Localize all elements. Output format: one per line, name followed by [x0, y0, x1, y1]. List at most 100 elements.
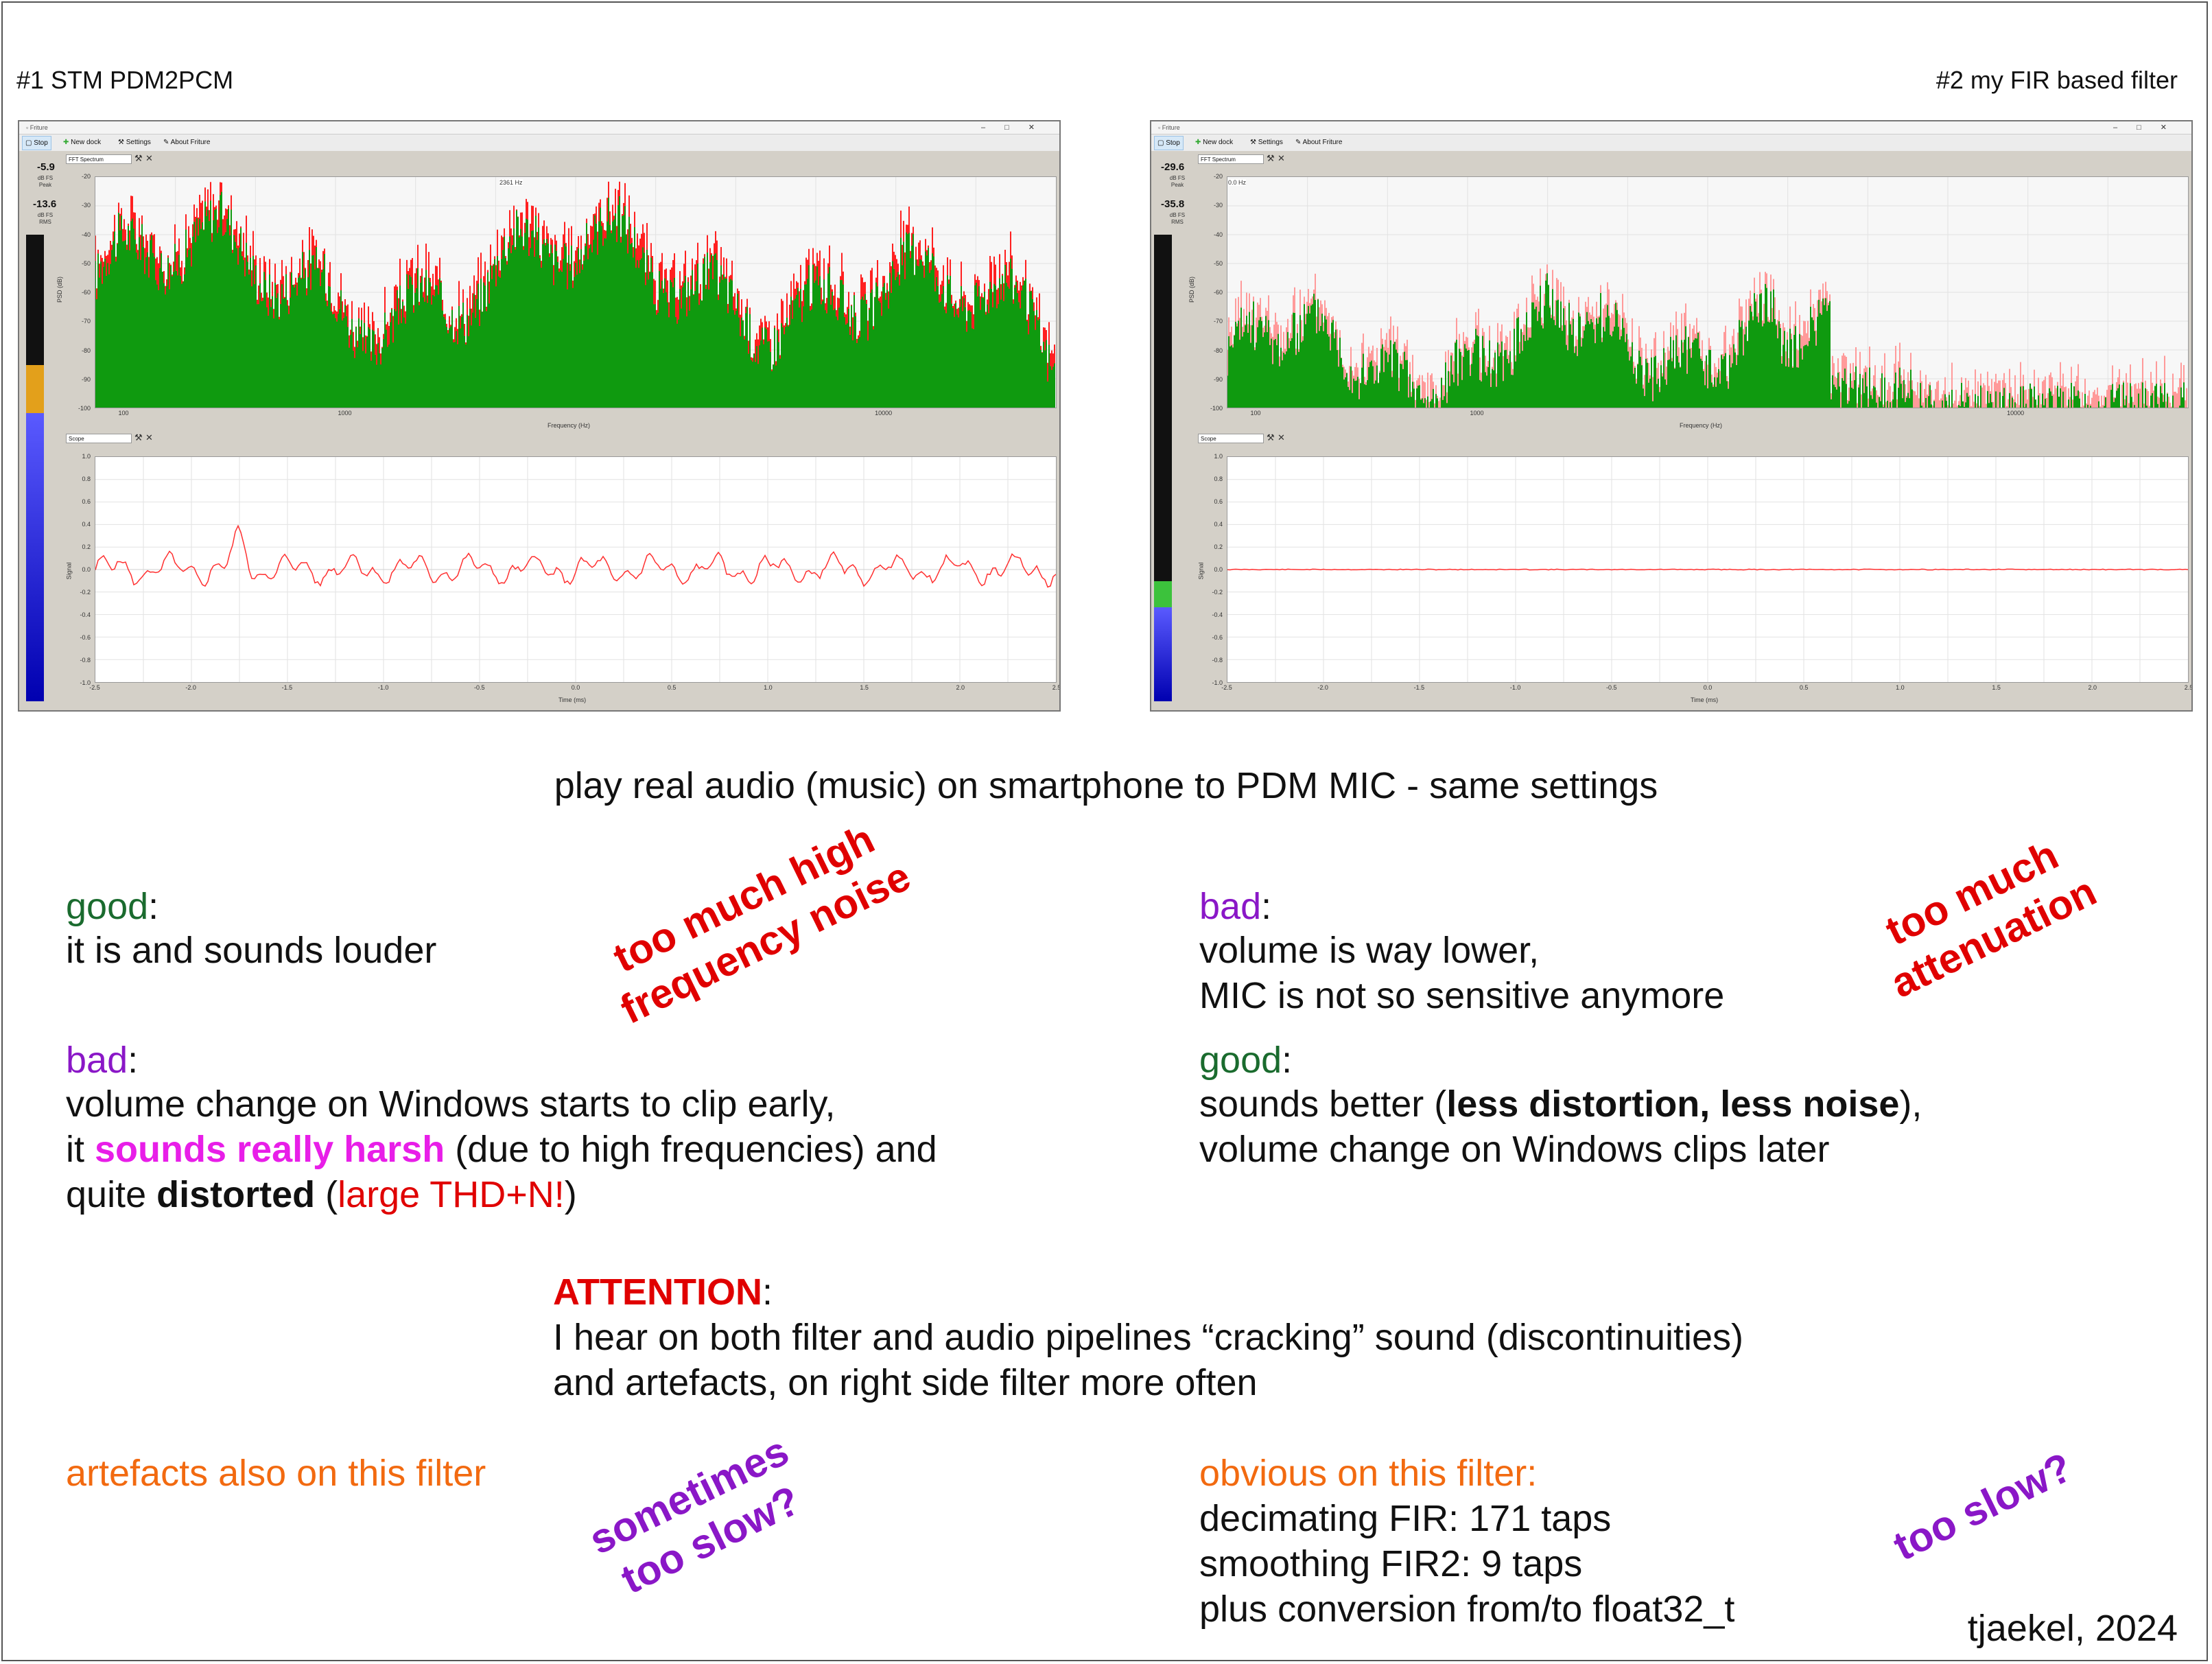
window-titlebar[interactable]: ▫ Friture –□✕ — [19, 121, 1059, 134]
tick-label: -0.4 — [1212, 611, 1223, 618]
spectrum-settings-icon[interactable]: ⚒ — [134, 153, 143, 163]
about-button[interactable]: ✎ About Friture — [163, 139, 211, 146]
spectrum-xaxis: 100 1000 10000 — [1227, 410, 2189, 419]
rms-value: -13.6 — [33, 198, 57, 210]
spectrum-xaxis: 100 1000 10000 — [95, 410, 1057, 419]
right-obvious-line2: smoothing FIR2: 9 taps — [1199, 1543, 1583, 1584]
tick-label: 0.0 — [82, 566, 91, 573]
tick-label: -0.5 — [1606, 684, 1617, 691]
tick-label: -0.6 — [80, 634, 91, 641]
spectrum-settings-icon[interactable]: ⚒ — [1267, 153, 1275, 163]
spectrum-widget-select[interactable]: FFT Spectrum — [66, 154, 132, 164]
stop-button[interactable]: ▢ Stop — [22, 136, 51, 150]
peak-value: -5.9 — [37, 161, 55, 173]
spectrum-widget-select[interactable]: FFT Spectrum — [1198, 154, 1264, 164]
spectrum-close-icon[interactable]: ✕ — [1278, 153, 1285, 163]
tick-label: -0.8 — [1212, 657, 1223, 664]
right-bad-line1: volume is way lower, — [1199, 930, 1540, 971]
left-bad-line1: volume change on Windows starts to clip … — [66, 1083, 836, 1125]
tick-label: -0.2 — [1212, 589, 1223, 596]
scope-yaxis: 1.0 0.8 0.6 0.4 0.2 0.0 -0.2 -0.4 -0.6 -0.8 -1.0 — [60, 453, 93, 686]
left-artefacts: artefacts also on this filter — [66, 1453, 486, 1494]
spectrum-fill — [95, 191, 1055, 408]
peak-label: dB FS Peak — [37, 175, 54, 188]
left-header: #1 STM PDM2PCM — [16, 66, 234, 94]
spectrum-ylabel: PSD (dB) — [56, 276, 64, 303]
tick-label: 0.8 — [82, 476, 91, 482]
left-good: good: — [66, 886, 159, 927]
attention-line2: and artefacts, on right side filter more… — [553, 1362, 1258, 1403]
window-controls[interactable]: –□✕ — [981, 124, 1054, 132]
tick-label: 0.2 — [1214, 543, 1223, 550]
frequency-marker: 2361 Hz — [499, 179, 523, 186]
tick-label: -20 — [1213, 173, 1223, 180]
tick-label: -30 — [1213, 202, 1223, 209]
stop-button[interactable]: ▢ Stop — [1154, 136, 1184, 150]
new-dock-button[interactable]: ✚ New dock — [63, 139, 102, 146]
tick-label: -60 — [1213, 289, 1223, 296]
tick-label: 2.5 — [1052, 684, 1061, 691]
tick-label: -80 — [81, 347, 91, 354]
tick-label: 0.5 — [667, 684, 676, 691]
tick-label: 2.0 — [2088, 684, 2097, 691]
tick-label: 0.0 — [1214, 566, 1223, 573]
right-good-line1: sounds better (less distortion, less noi… — [1199, 1083, 1922, 1125]
rms-label: dB FS RMS — [37, 212, 54, 225]
caption: play real audio (music) on smartphone to… — [554, 765, 1658, 806]
scope-ylabel: Signal — [65, 562, 73, 580]
frequency-marker: 0.0 Hz — [1228, 179, 1247, 186]
tick-label: -0.5 — [474, 684, 485, 691]
scope-svg — [95, 457, 1057, 682]
tick-label: -90 — [81, 375, 91, 383]
tick-label: 2.5 — [2184, 684, 2193, 691]
right-bad-line2: MIC is not so sensitive anymore — [1199, 975, 1725, 1016]
scope-close-icon[interactable]: ✕ — [1278, 432, 1285, 443]
about-button[interactable]: ✎ About Friture — [1295, 139, 1343, 146]
scope-widget-select[interactable]: Scope — [66, 434, 132, 443]
scope-widget-select[interactable]: Scope — [1198, 434, 1264, 443]
tick-label: -1.5 — [281, 684, 293, 691]
tick-label: 10000 — [875, 410, 893, 417]
spectrum-plot — [1227, 176, 2189, 408]
tick-label: 0.6 — [82, 498, 91, 505]
tick-label: -50 — [1213, 259, 1223, 267]
tick-label: 100 — [118, 410, 129, 417]
scope-yaxis: 1.0 0.8 0.6 0.4 0.2 0.0 -0.2 -0.4 -0.6 -0.8 -1.0 — [1192, 453, 1225, 686]
tick-label: 100 — [1250, 410, 1261, 417]
new-dock-button[interactable]: ✚ New dock — [1195, 139, 1234, 146]
friture-window-left[interactable]: ▫ Friture –□✕ ▢ Stop ✚ New dock ⚒ Setting… — [18, 120, 1061, 712]
tick-label: 1.0 — [82, 453, 91, 460]
scope-plot — [1227, 456, 2189, 683]
tick-label: -100 — [1210, 405, 1223, 412]
level-meter — [26, 235, 44, 701]
spectrum-ylabel: PSD (dB) — [1188, 276, 1196, 303]
peak-label: dB FS Peak — [1169, 175, 1186, 188]
settings-button[interactable]: ⚒ Settings — [1250, 139, 1283, 146]
spectrum-svg — [95, 177, 1056, 408]
scope-settings-icon[interactable]: ⚒ — [134, 432, 143, 443]
spectrum-svg — [1227, 177, 2188, 408]
tick-label: 1.0 — [764, 684, 773, 691]
window-controls[interactable]: –□✕ — [2113, 124, 2186, 132]
window-titlebar[interactable]: ▫ Friture –□✕ — [1151, 121, 2191, 134]
tick-label: -1.0 — [377, 684, 389, 691]
tick-label: 0.0 — [571, 684, 580, 691]
spectrum-close-icon[interactable]: ✕ — [145, 153, 153, 163]
tick-label: 1000 — [1470, 410, 1484, 417]
scope-xlabel: Time (ms) — [1691, 696, 1719, 703]
friture-window-right[interactable]: ▫ Friture –□✕ ▢ Stop ✚ New dock ⚒ Setting… — [1150, 120, 2193, 712]
right-good: good: — [1199, 1040, 1293, 1081]
spectrum-plot — [95, 176, 1057, 408]
tick-label: 2.0 — [956, 684, 965, 691]
scope-close-icon[interactable]: ✕ — [145, 432, 153, 443]
left-bad-line2: it sounds really harsh (due to high freq… — [66, 1129, 937, 1170]
spectrum-fill — [1227, 273, 2185, 408]
scope-settings-icon[interactable]: ⚒ — [1267, 432, 1275, 443]
settings-button[interactable]: ⚒ Settings — [118, 139, 151, 146]
tick-label: -2.5 — [89, 684, 100, 691]
tick-label: -1.0 — [1212, 679, 1223, 686]
tick-label: 0.6 — [1214, 498, 1223, 505]
rms-value: -35.8 — [1161, 198, 1185, 210]
tick-label: -70 — [1213, 318, 1223, 325]
